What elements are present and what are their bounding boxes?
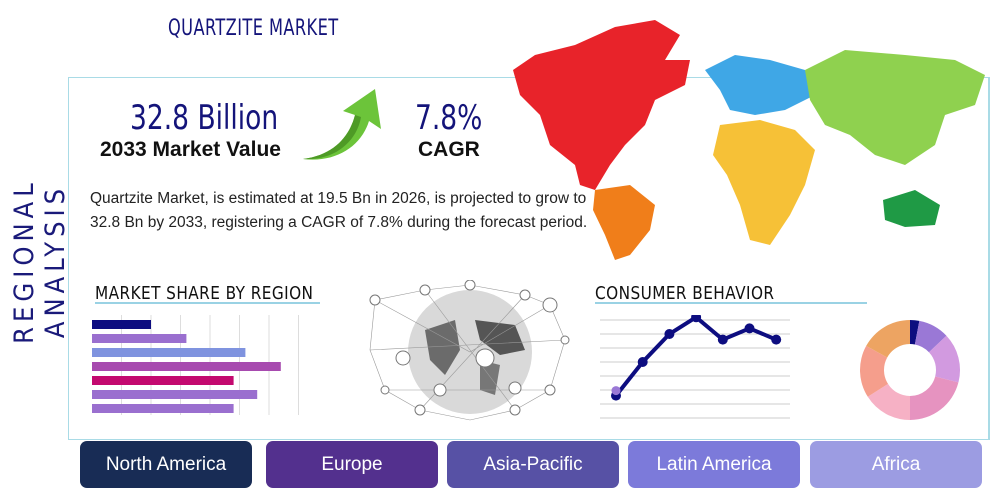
market-value: 32.8 Billion <box>130 98 279 138</box>
market-share-underline <box>95 302 320 304</box>
share-bar <box>92 390 258 399</box>
donut-slice <box>860 345 889 397</box>
trend-point <box>771 334 782 345</box>
market-value-label: 2033 Market Value <box>100 138 281 161</box>
cagr-label: CAGR <box>418 138 480 161</box>
trend-point <box>744 323 755 334</box>
description: Quartzite Market, is estimated at 19.5 B… <box>90 190 588 231</box>
share-bar <box>92 376 234 385</box>
trend-point <box>637 357 648 367</box>
trend-point-marker <box>611 386 621 396</box>
region-button-latin-america[interactable]: Latin America <box>628 441 800 488</box>
consumer-behavior-underline <box>595 302 867 304</box>
side-title: REGIONAL ANALYSIS <box>9 178 71 344</box>
market-share-title: MARKET SHARE BY REGION <box>95 283 314 304</box>
trend-point <box>664 329 675 339</box>
share-bar <box>92 362 281 371</box>
donut-slice <box>910 320 920 345</box>
share-bar <box>92 348 246 357</box>
oceania-region <box>883 190 940 227</box>
donut-slice <box>910 376 959 420</box>
asia-region <box>805 50 985 165</box>
trend-point <box>691 315 702 323</box>
south-america-region <box>593 185 655 260</box>
region-button-north-america[interactable]: North America <box>80 441 252 488</box>
cagr-value: 7.8% <box>415 98 483 138</box>
region-button-europe[interactable]: Europe <box>266 441 438 488</box>
share-bar <box>92 404 234 413</box>
growth-arrow-icon <box>303 89 381 160</box>
north-america-region <box>513 20 690 190</box>
consumer-donut-chart <box>860 320 960 420</box>
market-share-chart <box>92 315 299 415</box>
page-title: QUARTZITE MARKET <box>168 16 339 41</box>
africa-region <box>713 120 815 245</box>
trend-point <box>717 334 728 345</box>
region-button-asia-pacific[interactable]: Asia-Pacific <box>447 441 619 488</box>
share-bar <box>92 320 151 329</box>
consumer-behavior-title: CONSUMER BEHAVIOR <box>595 283 775 304</box>
donut-slice <box>928 335 960 383</box>
donut-slice <box>867 383 910 420</box>
consumer-line-chart <box>600 315 790 419</box>
region-button-africa[interactable]: Africa <box>810 441 982 488</box>
donut-slice <box>914 320 947 353</box>
world-map <box>513 20 985 260</box>
europe-region <box>705 55 815 115</box>
donut-slice <box>866 320 910 358</box>
share-bar <box>92 334 187 343</box>
frame-edge <box>988 77 990 440</box>
network-globe-image <box>369 280 570 421</box>
